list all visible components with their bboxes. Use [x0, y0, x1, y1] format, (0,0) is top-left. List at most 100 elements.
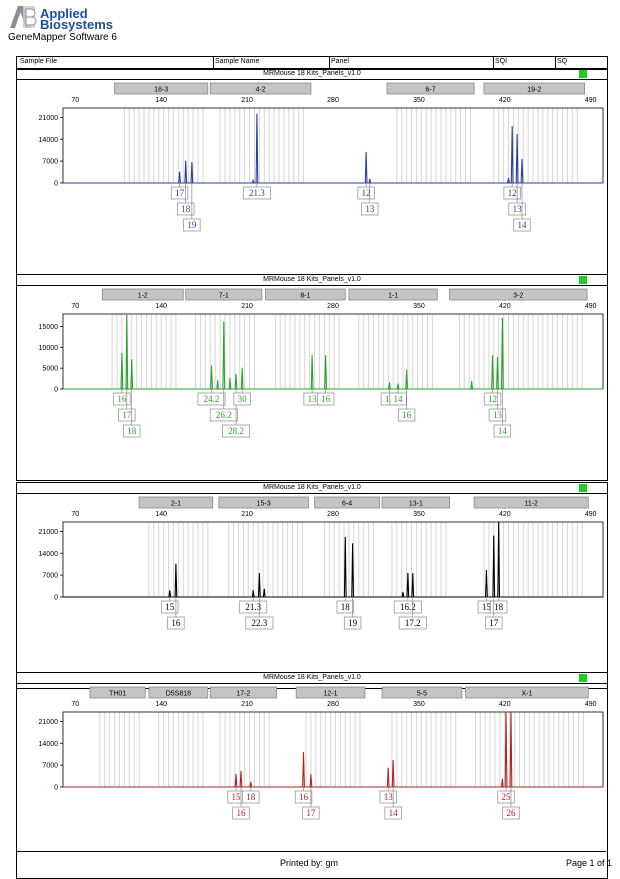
allele-call[interactable]: 18 [123, 389, 141, 438]
marker-box[interactable] [265, 288, 346, 301]
marker-box[interactable] [209, 82, 312, 95]
marker-box[interactable] [465, 686, 589, 699]
allele-call[interactable]: 16 [294, 787, 313, 804]
marker-box[interactable] [295, 686, 366, 699]
footer-divider [16, 851, 606, 852]
marker-3-2: 3-2 [449, 288, 588, 389]
allele-call[interactable]: 14 [493, 389, 512, 438]
allele-box [357, 186, 375, 200]
allele-call[interactable]: 17 [118, 389, 136, 422]
allele-call[interactable]: 12 [503, 183, 521, 200]
allele-box [489, 600, 508, 614]
allele-call[interactable]: 15 [161, 597, 179, 614]
allele-call[interactable]: 21.3 [242, 183, 271, 200]
marker-label: 19-2 [527, 87, 541, 94]
col-sample-name: Sample Name [215, 58, 260, 65]
y-tick-label: 7000 [42, 159, 58, 166]
marker-box[interactable] [348, 288, 438, 301]
marker-box[interactable] [386, 82, 475, 95]
x-tick-label: 70 [71, 511, 79, 518]
allele-call[interactable]: 14 [513, 183, 531, 232]
y-tick-label: 10000 [39, 345, 59, 352]
status-indicator [579, 276, 587, 284]
peak-point [240, 770, 242, 772]
marker-box[interactable] [101, 288, 184, 301]
marker-box[interactable] [138, 496, 214, 509]
marker-box[interactable] [218, 496, 309, 509]
allele-call[interactable]: 26 [502, 787, 520, 820]
allele-call[interactable]: 17 [302, 787, 320, 820]
marker-box[interactable] [483, 82, 585, 95]
allele-call[interactable]: 18 [177, 183, 195, 216]
marker-box[interactable] [185, 288, 263, 301]
x-tick-label: 70 [71, 303, 79, 310]
allele-call[interactable]: 12 [483, 389, 502, 406]
allele-call[interactable]: 13 [303, 389, 321, 406]
allele-call[interactable]: 14 [389, 389, 407, 406]
allele-call[interactable]: 16 [316, 389, 335, 406]
allele-call[interactable]: 28.2 [222, 389, 251, 438]
allele-box [393, 600, 422, 614]
allele-box [242, 186, 271, 200]
marker-box[interactable] [89, 686, 146, 699]
allele-call[interactable]: 18 [489, 597, 508, 614]
allele-call[interactable]: 13 [488, 389, 507, 422]
marker-11-2: 11-2 [473, 496, 589, 597]
allele-box [316, 392, 335, 406]
y-tick-label: 14000 [39, 551, 59, 558]
allele-call[interactable]: 30 [233, 389, 251, 406]
marker-label: 6-4 [342, 501, 352, 508]
allele-call[interactable]: 26.2 [209, 389, 238, 422]
marker-box[interactable] [314, 496, 381, 509]
allele-call[interactable]: 19 [343, 597, 362, 630]
allele-call[interactable]: 18 [242, 787, 260, 804]
allele-call[interactable]: 17.2 [398, 597, 427, 630]
marker-box[interactable] [381, 496, 450, 509]
peak-point [126, 313, 128, 315]
allele-label: 14 [394, 394, 404, 404]
marker-box[interactable] [114, 82, 209, 95]
marker-box[interactable] [381, 686, 463, 699]
allele-call[interactable]: 17 [170, 183, 189, 200]
y-tick-label: 0 [54, 785, 58, 792]
allele-call[interactable]: 21.3 [239, 597, 268, 614]
allele-call[interactable]: 17 [485, 597, 503, 630]
x-tick-label: 140 [155, 701, 167, 708]
allele-call[interactable]: 15 [227, 787, 245, 804]
marker-box[interactable] [148, 686, 209, 699]
allele-call[interactable]: 12 [357, 183, 375, 200]
peak-point [516, 133, 518, 136]
peak-point [169, 590, 171, 592]
allele-call[interactable]: 24.2 [197, 389, 226, 406]
allele-call[interactable]: 13 [379, 787, 397, 804]
marker-4-2: 4-2 [209, 82, 312, 183]
allele-box [483, 392, 502, 406]
allele-call[interactable]: 13 [508, 183, 526, 216]
allele-call[interactable]: 16 [167, 597, 185, 630]
allele-call[interactable]: 16.2 [393, 597, 422, 614]
allele-label: 18 [246, 792, 256, 802]
allele-box [379, 790, 397, 804]
marker-box[interactable] [473, 496, 589, 509]
x-tick-label: 420 [499, 303, 511, 310]
allele-call[interactable]: 18 [336, 597, 354, 614]
y-tick-label: 21000 [39, 719, 59, 726]
peak-point [507, 177, 510, 179]
allele-box [118, 408, 136, 422]
allele-call[interactable]: 14 [384, 787, 402, 820]
allele-call[interactable]: 16 [113, 389, 131, 406]
allele-box [384, 806, 402, 820]
marker-box[interactable] [449, 288, 588, 301]
allele-call[interactable]: 22.3 [245, 597, 274, 630]
allele-label: 18 [181, 204, 191, 214]
x-tick-label: 140 [155, 511, 167, 518]
allele-call[interactable]: 16 [397, 389, 416, 422]
marker-box[interactable] [209, 686, 277, 699]
allele-call[interactable]: 16 [232, 787, 250, 820]
peak-point [493, 535, 495, 537]
status-indicator [579, 70, 587, 78]
allele-call[interactable]: 19 [183, 183, 201, 232]
allele-call[interactable]: 25 [497, 787, 515, 804]
allele-call[interactable]: 13 [361, 183, 379, 216]
allele-label: 21.3 [249, 188, 265, 198]
